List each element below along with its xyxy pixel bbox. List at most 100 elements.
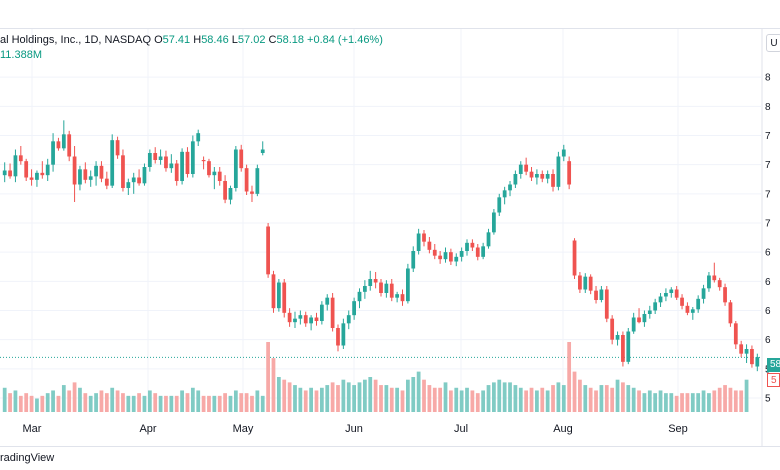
- candle-body: [110, 140, 115, 186]
- candle-body: [416, 233, 421, 251]
- volume-bar: [583, 385, 588, 412]
- candle-body: [443, 252, 448, 260]
- candle-body: [94, 165, 98, 177]
- volume-bar: [432, 387, 437, 412]
- candle-body: [293, 318, 297, 323]
- candle-body: [551, 174, 555, 187]
- candle-body: [674, 289, 679, 298]
- candle-body: [72, 156, 77, 185]
- candle-body: [545, 174, 550, 179]
- volume-bar: [561, 385, 566, 412]
- volume-bar: [309, 387, 313, 412]
- volume-bar: [459, 390, 464, 412]
- volume-bar: [502, 382, 507, 412]
- candle-body: [642, 314, 647, 323]
- candle-body: [728, 302, 733, 324]
- volume-bar: [18, 395, 23, 412]
- volume-bar: [497, 379, 502, 412]
- volume-bar: [637, 390, 641, 412]
- candle-body: [51, 141, 55, 165]
- volume-bar: [744, 379, 749, 412]
- volume-bar: [642, 393, 647, 412]
- candle-body: [121, 155, 125, 188]
- candle-body: [712, 275, 717, 281]
- change-value: +0.84 (+1.46%): [307, 34, 383, 46]
- candle-body: [411, 251, 416, 269]
- volume-bar: [169, 395, 174, 412]
- candle-body: [438, 255, 443, 260]
- candle-body: [341, 323, 346, 346]
- candle-body: [169, 163, 174, 169]
- candle-body: [196, 133, 201, 142]
- candle-body: [207, 161, 211, 176]
- volume-bar: [701, 390, 706, 412]
- volume-bar: [658, 390, 663, 412]
- volume-bar: [341, 379, 346, 412]
- volume-bar: [540, 387, 545, 412]
- candle-body: [626, 331, 631, 362]
- volume-bar: [379, 385, 383, 412]
- volume-bar: [680, 393, 684, 412]
- candle-body: [330, 297, 335, 328]
- y-tick-label: 6: [765, 306, 771, 317]
- volume-value: 11.388M: [0, 49, 42, 61]
- candle-body: [432, 249, 437, 256]
- volume-bar: [336, 385, 340, 412]
- volume-bar: [330, 382, 335, 412]
- y-tick-label: 7: [765, 160, 771, 171]
- volume-bar: [147, 390, 152, 412]
- volume-bar: [255, 390, 260, 412]
- candle-body: [395, 294, 400, 298]
- candle-body: [303, 315, 308, 324]
- y-tick-label: 6: [765, 335, 771, 346]
- volume-bar: [217, 395, 222, 412]
- volume-bar: [45, 393, 50, 412]
- volume-bar: [621, 382, 625, 412]
- candle-body: [239, 149, 244, 169]
- volume-bar: [362, 379, 367, 412]
- prev-price-text: 5: [771, 375, 777, 386]
- candle-body: [2, 170, 7, 176]
- volume-bar: [83, 393, 88, 412]
- volume-bar: [271, 358, 276, 412]
- candle-body: [384, 283, 389, 293]
- candle-body: [680, 297, 684, 306]
- candle-body: [45, 164, 50, 176]
- candle-body: [40, 172, 45, 176]
- candle-body: [18, 155, 23, 162]
- candle-body: [610, 318, 615, 340]
- candle-body: [508, 184, 512, 191]
- candle-body: [481, 246, 486, 257]
- candle-body: [212, 171, 217, 176]
- y-tick-label: 7: [765, 131, 771, 142]
- volume-bar: [647, 390, 652, 412]
- x-tick-label: May: [233, 423, 254, 435]
- volume-bar: [535, 390, 539, 412]
- low-label: L: [231, 34, 238, 46]
- candle-body: [389, 283, 394, 298]
- candle-body: [61, 134, 66, 149]
- candle-body: [137, 177, 141, 184]
- volume-bar: [239, 393, 244, 412]
- candle-body: [250, 191, 254, 194]
- candle-body: [755, 357, 760, 367]
- close-label: C: [268, 34, 277, 46]
- volume-bar: [545, 390, 550, 412]
- volume-bar: [653, 393, 658, 412]
- volume-bar: [303, 390, 308, 412]
- y-tick-label: 5: [765, 394, 771, 405]
- volume-bar: [427, 385, 432, 412]
- volume-bar: [250, 395, 254, 412]
- volume-bar: [137, 393, 141, 412]
- candle-body: [513, 174, 518, 185]
- candle-body: [717, 280, 722, 288]
- volume-bar: [346, 382, 351, 412]
- volume-bar: [524, 390, 529, 412]
- candle-body: [470, 242, 475, 248]
- chart-settings-button[interactable]: U: [766, 34, 780, 52]
- prev-price-tag: 5: [767, 373, 780, 387]
- volume-bar: [153, 393, 158, 412]
- candle-body: [314, 317, 319, 321]
- volume-bar: [131, 395, 136, 412]
